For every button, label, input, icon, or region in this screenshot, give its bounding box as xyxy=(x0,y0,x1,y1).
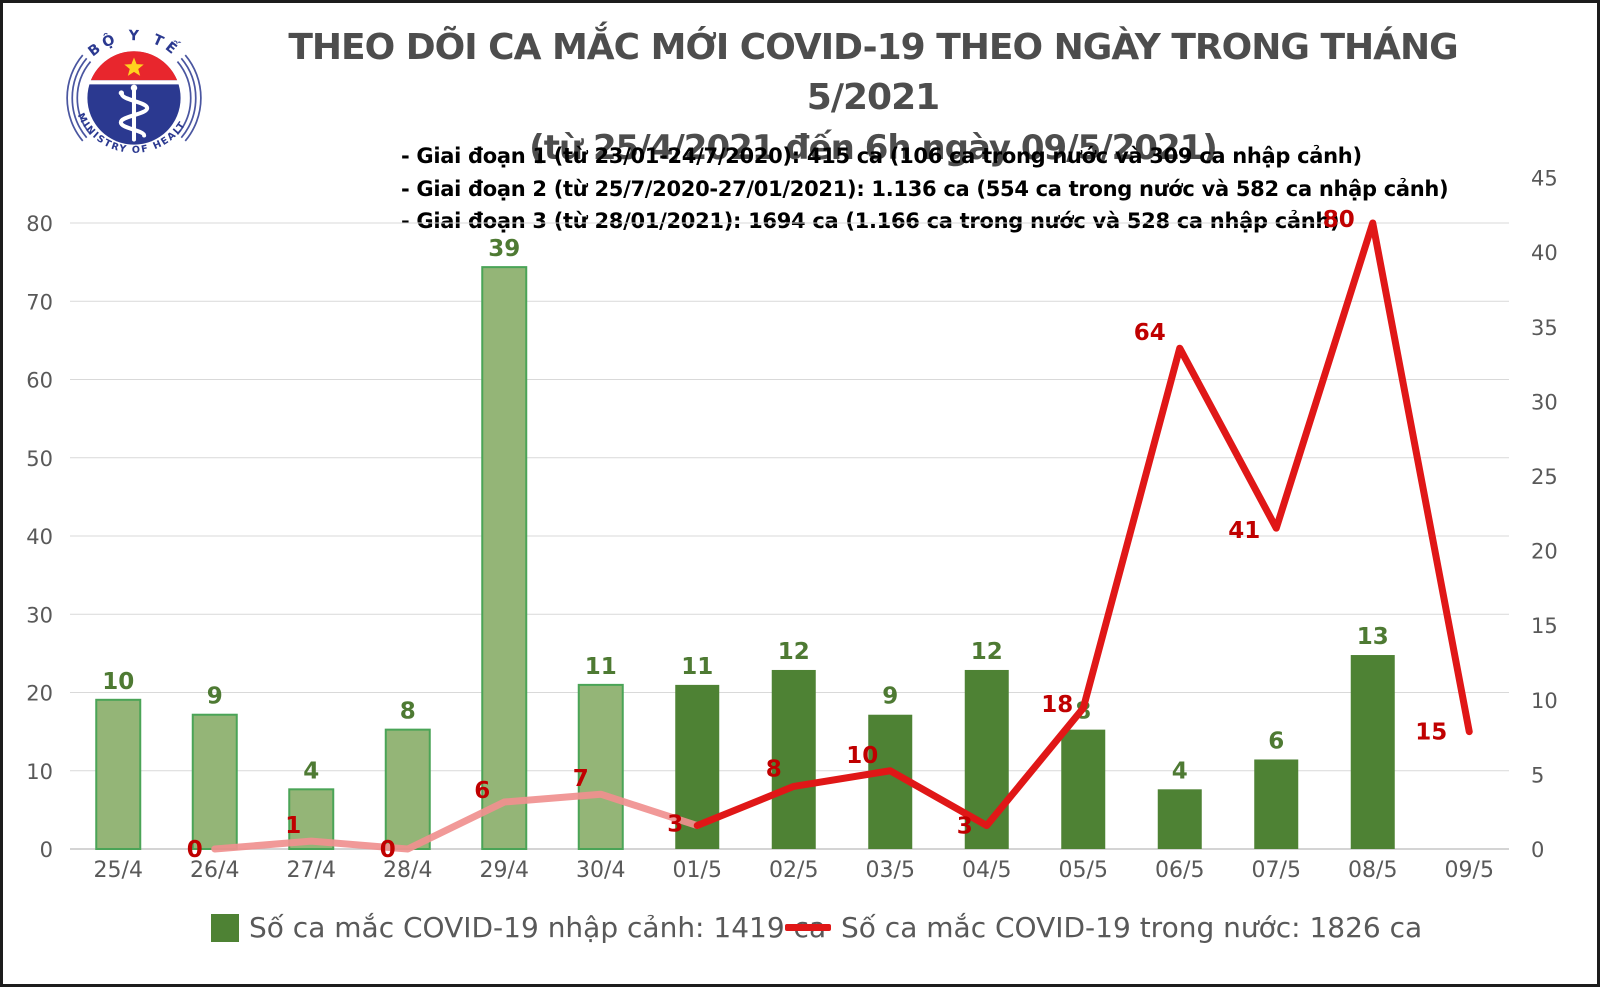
bar xyxy=(384,728,431,851)
bar xyxy=(1254,759,1299,849)
left-axis-tick-label: 70 xyxy=(26,290,53,314)
right-axis-tick-label: 0 xyxy=(1531,838,1544,862)
point-value-label: 15 xyxy=(1415,720,1447,746)
left-axis-tick-label: 10 xyxy=(26,760,53,784)
note-stage-3: - Giai đoạn 3 (từ 28/01/2021): 1694 ca (… xyxy=(401,209,1340,233)
right-axis-tick-label: 45 xyxy=(1531,167,1558,191)
point-value-label: 3 xyxy=(957,814,973,840)
point-value-label: 64 xyxy=(1134,320,1166,346)
left-axis-tick-label: 60 xyxy=(26,369,53,393)
bar-value-label: 12 xyxy=(778,639,810,665)
legend-imported-cases: Số ca mắc COVID-19 nhập cảnh: 1419 ca xyxy=(211,911,826,944)
x-axis-category-label: 27/4 xyxy=(287,858,336,883)
bar-value-label: 13 xyxy=(1357,624,1389,650)
legend-bar-swatch xyxy=(211,913,239,942)
right-axis-tick-label: 30 xyxy=(1531,390,1558,414)
bar-value-label: 39 xyxy=(488,236,520,262)
note-stage-1: - Giai đoạn 1 (từ 23/01-24/7/2020): 415 … xyxy=(401,144,1362,168)
right-axis-tick-label: 10 xyxy=(1531,689,1558,713)
bar-value-label: 9 xyxy=(207,684,223,710)
point-value-label: 7 xyxy=(573,766,589,792)
left-axis-tick-label: 0 xyxy=(40,838,53,862)
left-axis-tick-label: 80 xyxy=(26,212,53,236)
logo-caduceus-icon xyxy=(118,84,150,142)
bar-value-label: 6 xyxy=(1268,728,1284,754)
stage-notes: - Giai đoạn 1 (từ 23/01-24/7/2020): 415 … xyxy=(401,140,1449,238)
chart-title-block: THEO DÕI CA MẮC MỚI COVID-19 THEO NGÀY T… xyxy=(238,23,1508,173)
point-value-label: 1 xyxy=(285,813,301,839)
right-axis-tick-label: 25 xyxy=(1531,465,1558,489)
bar-value-label: 11 xyxy=(585,654,617,680)
point-value-label: 80 xyxy=(1323,207,1355,233)
line-series xyxy=(693,219,1473,830)
bar xyxy=(1157,789,1202,849)
point-value-label: 0 xyxy=(187,837,203,863)
bar-value-label: 9 xyxy=(882,684,898,710)
left-axis-tick-label: 30 xyxy=(26,603,53,627)
point-value-label: 8 xyxy=(766,756,782,782)
bar-value-label: 4 xyxy=(303,758,319,784)
bar-value-label: 11 xyxy=(681,654,713,680)
x-axis-category-label: 06/5 xyxy=(1155,858,1204,883)
x-axis-category-label: 07/5 xyxy=(1252,858,1301,883)
legend-bar-label: Số ca mắc COVID-19 nhập cảnh: 1419 ca xyxy=(249,911,827,944)
bar xyxy=(771,669,816,849)
ministry-of-health-logo: BỘ Y TẾ MINISTRY OF HEALTH xyxy=(58,19,202,156)
point-value-label: 41 xyxy=(1228,518,1260,544)
bar-value-label: 8 xyxy=(400,699,416,725)
right-axis-tick-label: 20 xyxy=(1531,540,1558,564)
bar xyxy=(1350,655,1395,849)
right-axis-tick-label: 40 xyxy=(1531,241,1558,265)
x-axis-category-label: 01/5 xyxy=(673,858,722,883)
x-axis-category-label: 26/4 xyxy=(190,858,239,883)
x-axis-category-label: 03/5 xyxy=(866,858,915,883)
logo-side-arcs xyxy=(66,54,202,142)
note-stage-2: - Giai đoạn 2 (từ 25/7/2020-27/01/2021):… xyxy=(401,176,1449,201)
bar-value-label: 10 xyxy=(102,669,134,695)
logo-star-icon xyxy=(124,57,144,76)
bar xyxy=(95,698,142,850)
x-axis-category-label: 30/4 xyxy=(576,858,625,883)
x-axis-category-label: 05/5 xyxy=(1059,858,1108,883)
left-axis-tick-label: 50 xyxy=(26,447,53,471)
right-axis-tick-label: 5 xyxy=(1531,763,1544,787)
bar-value-label: 12 xyxy=(971,639,1003,665)
left-axis-tick-label: 40 xyxy=(26,525,53,549)
right-axis-tick-label: 15 xyxy=(1531,614,1558,638)
bar xyxy=(481,266,528,850)
x-axis-category-label: 02/5 xyxy=(769,858,818,883)
point-value-label: 3 xyxy=(667,812,683,838)
point-value-label: 18 xyxy=(1041,692,1073,718)
bar xyxy=(191,713,238,850)
bar xyxy=(1061,729,1106,849)
right-axis-tick-label: 35 xyxy=(1531,316,1558,340)
x-axis-category-label: 29/4 xyxy=(480,858,529,883)
point-value-label: 10 xyxy=(846,743,878,769)
x-axis-category-label: 04/5 xyxy=(962,858,1011,883)
bar-value-label: 4 xyxy=(1172,758,1188,784)
bar xyxy=(577,683,624,850)
x-axis-category-label: 09/5 xyxy=(1445,858,1494,883)
chart-subtitle: (từ 25/4/2021 đến 6h ngày 09/5/2021) xyxy=(529,128,1218,168)
legend-domestic-cases: Số ca mắc COVID-19 trong nước: 1826 ca xyxy=(785,911,1422,944)
left-axis-tick-label: 20 xyxy=(26,682,53,706)
point-value-label: 0 xyxy=(380,837,396,863)
line-series-early xyxy=(211,790,701,853)
x-axis-category-label: 28/4 xyxy=(383,858,432,883)
x-axis-category-label: 08/5 xyxy=(1348,858,1397,883)
chart-title: THEO DÕI CA MẮC MỚI COVID-19 THEO NGÀY T… xyxy=(288,27,1458,118)
x-axis-category-label: 25/4 xyxy=(94,858,143,883)
point-value-label: 6 xyxy=(474,778,490,804)
legend-line-swatch xyxy=(785,924,831,931)
legend-line-label: Số ca mắc COVID-19 trong nước: 1826 ca xyxy=(841,911,1423,944)
